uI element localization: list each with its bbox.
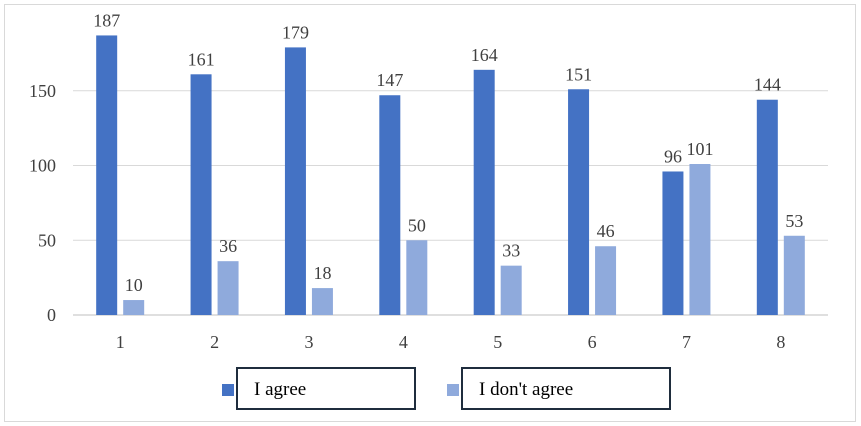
y-tick-label: 0 <box>47 305 56 325</box>
legend-swatch-agree <box>222 384 234 396</box>
label-disagree-8: 53 <box>785 211 803 231</box>
bar-disagree-5 <box>500 265 522 315</box>
x-tick-label: 3 <box>304 332 313 352</box>
label-agree-2: 161 <box>188 49 215 69</box>
bar-disagree-2 <box>217 261 239 315</box>
label-disagree-6: 46 <box>597 221 615 241</box>
chart-frame <box>4 4 856 422</box>
bar-agree-7 <box>662 171 684 315</box>
label-disagree-4: 50 <box>408 215 426 235</box>
legend-label-agree: I agree <box>254 379 307 400</box>
y-tick-label: 50 <box>38 230 56 250</box>
label-disagree-3: 18 <box>313 263 331 283</box>
label-agree-5: 164 <box>471 45 498 65</box>
label-disagree-7: 101 <box>686 139 713 159</box>
bar-disagree-6 <box>595 246 617 315</box>
bar-agree-3 <box>284 47 306 316</box>
y-axis-ticks: 0 50 100 150 <box>29 81 56 325</box>
legend-box-agree: I agree <box>236 367 416 410</box>
bars <box>96 35 805 316</box>
legend-swatch-disagree <box>447 384 459 396</box>
bar-disagree-4 <box>406 240 428 315</box>
y-tick-label: 150 <box>29 81 56 101</box>
x-tick-label: 4 <box>399 332 408 352</box>
y-tick-label: 100 <box>29 156 56 176</box>
x-tick-label: 7 <box>682 332 691 352</box>
label-agree-7: 96 <box>664 146 682 166</box>
bar-disagree-1 <box>123 300 145 315</box>
legend-label-disagree: I don't agree <box>479 379 574 400</box>
bar-disagree-7 <box>689 164 711 315</box>
label-disagree-5: 33 <box>502 241 520 261</box>
data-labels: 187 10 161 36 179 18 147 50 164 33 151 46 96 101 144 53 <box>93 10 803 295</box>
legend-box-disagree: I don't agree <box>461 367 671 410</box>
gridlines <box>73 90 828 316</box>
x-tick-label: 8 <box>776 332 785 352</box>
x-tick-label: 1 <box>116 332 125 352</box>
bar-agree-2 <box>190 74 212 316</box>
x-axis-ticks: 1 2 3 4 5 6 7 8 <box>116 332 786 352</box>
bar-disagree-8 <box>783 235 805 315</box>
label-agree-4: 147 <box>376 70 403 90</box>
x-tick-label: 6 <box>588 332 597 352</box>
x-tick-label: 2 <box>210 332 219 352</box>
bar-agree-8 <box>756 99 778 315</box>
label-disagree-2: 36 <box>219 236 237 256</box>
bar-agree-6 <box>568 89 590 315</box>
label-disagree-1: 10 <box>125 275 143 295</box>
label-agree-1: 187 <box>93 10 120 30</box>
bar-agree-1 <box>96 35 118 316</box>
bar-agree-4 <box>379 95 401 315</box>
label-agree-6: 151 <box>565 64 592 84</box>
x-tick-label: 5 <box>493 332 502 352</box>
bar-agree-5 <box>473 69 495 315</box>
label-agree-8: 144 <box>754 75 781 95</box>
label-agree-3: 179 <box>282 22 309 42</box>
bar-disagree-3 <box>311 288 333 315</box>
